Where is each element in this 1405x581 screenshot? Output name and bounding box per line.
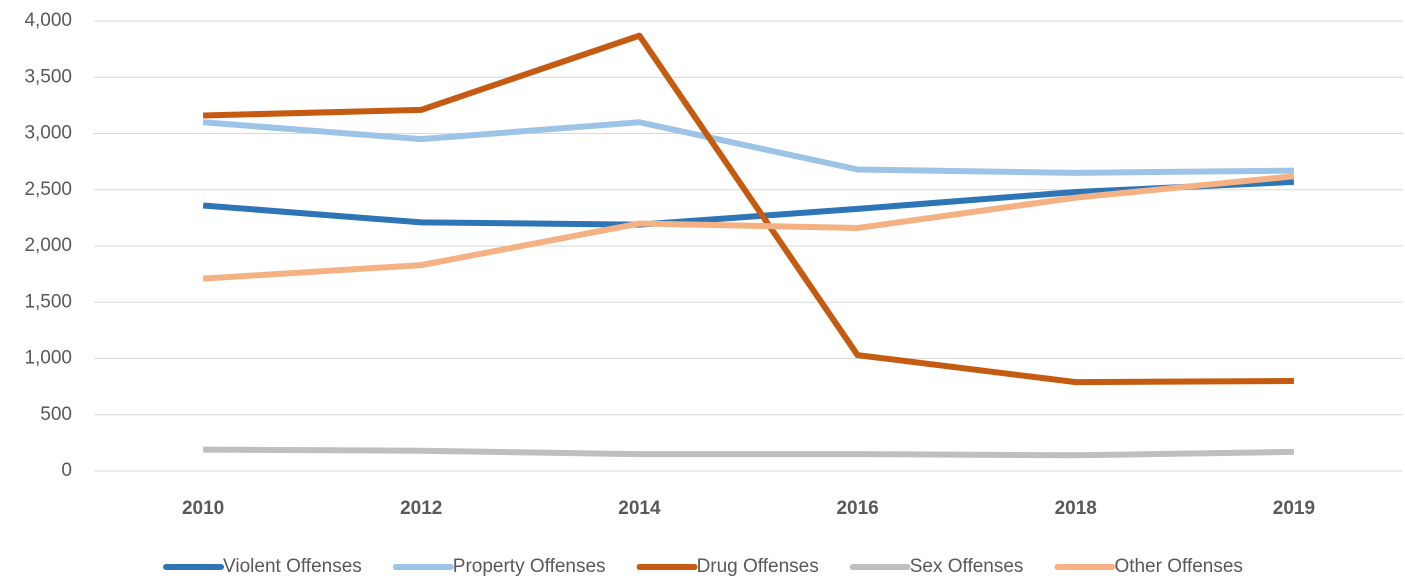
x-tick-label: 2018	[1055, 498, 1097, 519]
series-line	[203, 446, 1294, 459]
legend-label: Other Offenses	[1114, 556, 1243, 577]
series-line	[203, 32, 1294, 386]
y-tick-label: 1,000	[24, 348, 72, 369]
y-tick-label: 500	[40, 404, 72, 425]
legend-label: Drug Offenses	[697, 556, 819, 577]
y-tick-label: 3,000	[24, 123, 72, 144]
y-tick-label: 2,500	[24, 179, 72, 200]
x-tick-label: 2012	[400, 498, 442, 519]
y-tick-label: 2,000	[24, 235, 72, 256]
x-tick-label: 2014	[618, 498, 661, 519]
x-tick-label: 2019	[1273, 498, 1315, 519]
y-tick-label: 3,500	[24, 66, 72, 87]
y-tick-label: 4,000	[24, 10, 72, 31]
x-tick-label: 2010	[182, 498, 224, 519]
legend-label: Property Offenses	[453, 556, 606, 577]
series-line	[202, 178, 1295, 228]
legend-label: Violent Offenses	[223, 556, 362, 577]
y-tick-label: 1,500	[24, 291, 72, 312]
legend-label: Sex Offenses	[910, 556, 1024, 577]
series-line	[202, 173, 1295, 282]
y-tick-label: 0	[61, 460, 72, 481]
series-line	[202, 119, 1294, 176]
x-tick-label: 2016	[836, 498, 878, 519]
